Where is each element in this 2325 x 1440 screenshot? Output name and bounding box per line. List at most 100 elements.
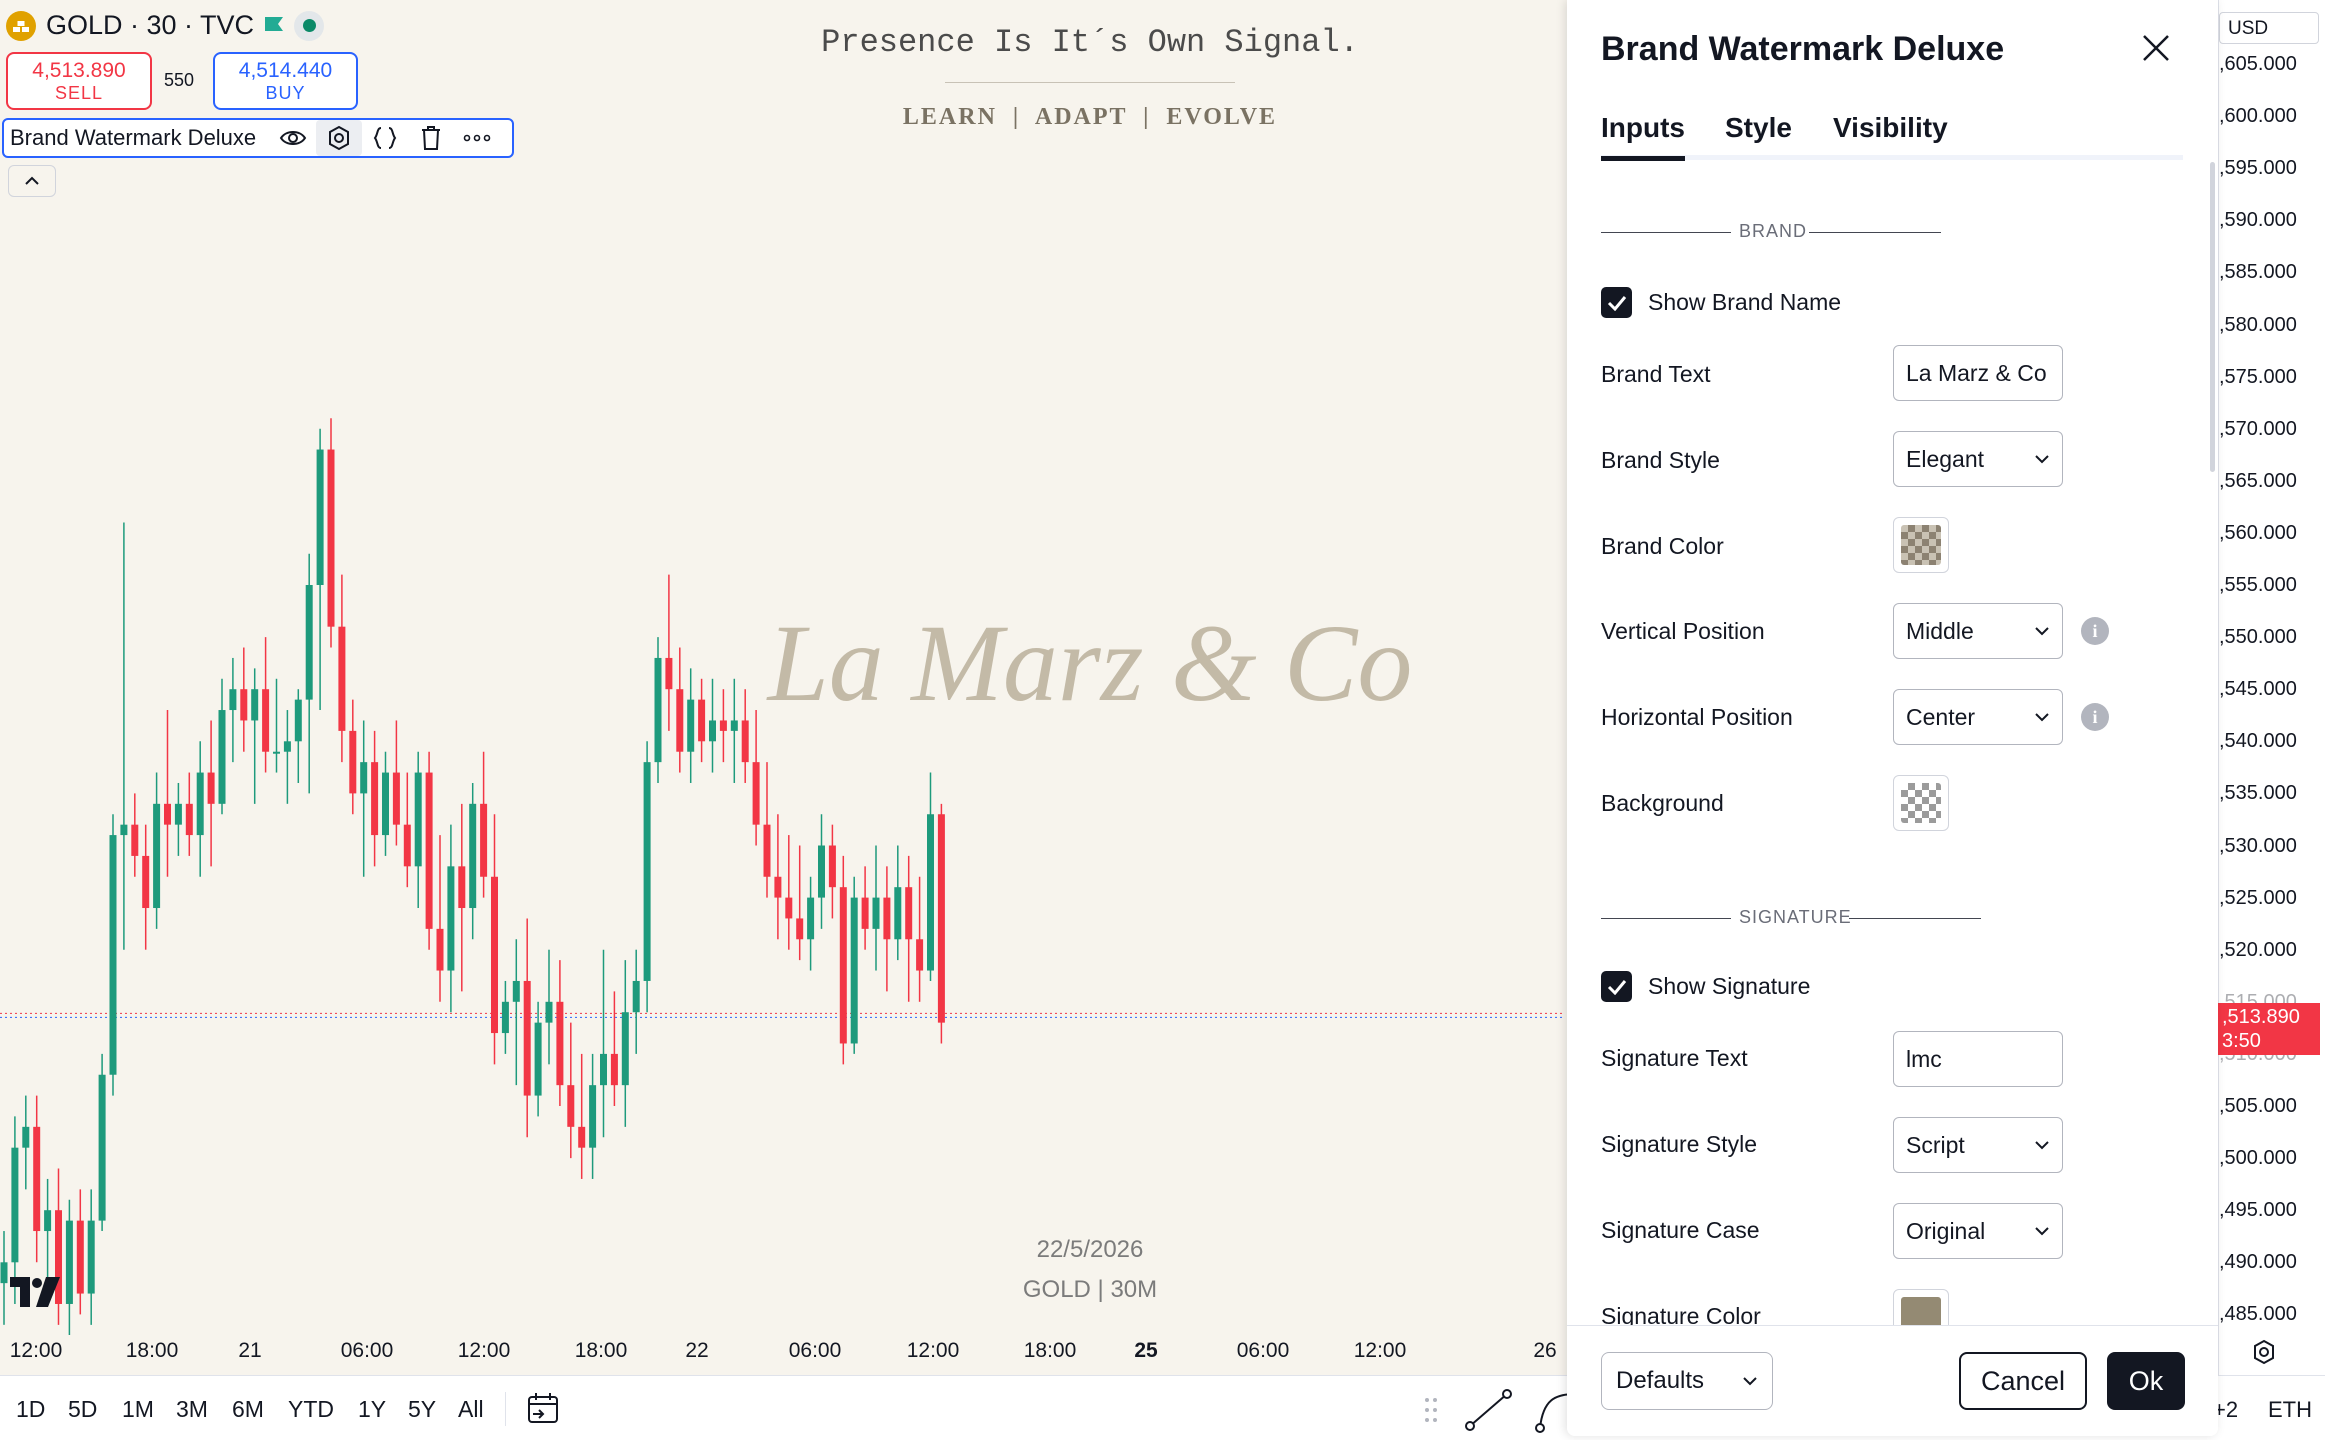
trash-icon[interactable] <box>408 120 454 156</box>
cancel-button[interactable]: Cancel <box>1959 1352 2087 1410</box>
price-tick: ,590.000 <box>2219 209 2297 232</box>
candle <box>523 918 531 1138</box>
price-tick: ,585.000 <box>2219 261 2297 284</box>
vertical-position-select[interactable]: Middle <box>1893 603 2063 659</box>
symbol-header[interactable]: GOLD · 30 · TVC <box>6 10 325 41</box>
price-tick: ,525.000 <box>2219 886 2297 909</box>
timeframe-5d[interactable]: 5D <box>68 1396 98 1422</box>
background-color-preview <box>1901 783 1941 823</box>
price-tick: ,555.000 <box>2219 574 2297 596</box>
candle <box>142 824 150 950</box>
flag-icon[interactable] <box>264 15 284 37</box>
brand-text-label: Brand Text <box>1601 361 1711 387</box>
timeframe-all[interactable]: All <box>458 1396 484 1422</box>
brand-color-swatch[interactable] <box>1893 517 1949 573</box>
candle <box>87 1189 95 1325</box>
timeframe-3m[interactable]: 3M <box>176 1396 208 1422</box>
tradingview-logo-icon[interactable] <box>10 1272 62 1317</box>
date-range-icon[interactable] <box>525 1390 561 1426</box>
show-brand-name-checkbox[interactable] <box>1601 287 1632 318</box>
collapse-legend-button[interactable] <box>8 165 56 197</box>
candle <box>905 855 913 1002</box>
candle <box>774 814 782 940</box>
session-eth[interactable]: ETH <box>2268 1397 2312 1422</box>
price-tick: ,520.000 <box>2219 938 2297 961</box>
candle <box>578 1053 586 1179</box>
candle <box>153 772 161 929</box>
candle <box>196 741 204 877</box>
time-tick: 18:00 <box>1023 1339 1077 1362</box>
signature-style-select[interactable]: Script <box>1893 1117 2063 1173</box>
show-signature-checkbox[interactable] <box>1601 971 1632 1002</box>
sell-button[interactable]: 4,513.890 SELL <box>6 52 152 110</box>
brand-text-input[interactable]: La Marz & Co <box>1893 345 2063 401</box>
brand-style-select[interactable]: Elegant <box>1893 431 2063 487</box>
dialog-scrollbar[interactable] <box>2210 162 2215 472</box>
candle <box>240 647 248 752</box>
close-icon[interactable] <box>2138 30 2174 66</box>
timeframe-ytd[interactable]: YTD <box>288 1396 334 1422</box>
section-brand-title: BRAND <box>1739 221 1808 241</box>
watermark-symbol: GOLD | 30M <box>1022 1276 1158 1303</box>
timeframe-1m[interactable]: 1M <box>122 1396 154 1422</box>
price-tick: ,565.000 <box>2219 469 2297 492</box>
signature-text-label: Signature Text <box>1601 1045 1748 1071</box>
drag-handle-icon[interactable] <box>1425 1398 1437 1422</box>
signature-color-swatch[interactable] <box>1893 1289 1949 1325</box>
more-options-icon[interactable] <box>454 120 500 156</box>
toolbar-divider <box>505 1392 506 1426</box>
buy-button[interactable]: 4,514.440 BUY <box>213 52 358 110</box>
timeframe-6m[interactable]: 6M <box>232 1396 264 1422</box>
candle <box>55 1168 62 1325</box>
watermark-subtitle: LEARN | ADAPT | EVOLVE <box>902 104 1278 130</box>
eye-icon[interactable] <box>270 120 316 156</box>
defaults-dropdown[interactable]: Defaults <box>1601 1352 1773 1410</box>
background-color-swatch[interactable] <box>1893 775 1949 831</box>
defaults-label: Defaults <box>1616 1367 1705 1394</box>
candle <box>796 845 804 961</box>
tab-inputs[interactable]: Inputs <box>1601 112 1685 161</box>
ok-button[interactable]: Ok <box>2107 1352 2185 1410</box>
candle <box>807 876 815 971</box>
timeframe-1d[interactable]: 1D <box>16 1396 46 1422</box>
signature-case-select[interactable]: Original <box>1893 1203 2063 1259</box>
indicator-legend[interactable]: Brand Watermark Deluxe <box>2 118 514 158</box>
brand-style-value: Elegant <box>1906 445 1985 472</box>
currency-selector[interactable]: USD <box>2219 12 2319 44</box>
price-tick: ,560.000 <box>2219 521 2297 544</box>
price-chart[interactable] <box>0 0 1565 1335</box>
candle <box>828 824 836 919</box>
tab-visibility[interactable]: Visibility <box>1833 112 1948 143</box>
timeframe-5y[interactable]: 5Y <box>408 1396 437 1422</box>
indicator-name[interactable]: Brand Watermark Deluxe <box>10 125 257 150</box>
price-axis[interactable]: USD ,605.000 ,600.000 ,595.000 ,590.000 ,585… <box>2218 0 2325 1375</box>
candle <box>480 751 488 898</box>
signature-style-value: Script <box>1906 1131 1965 1158</box>
chevron-up-icon <box>25 176 39 185</box>
time-axis[interactable]: 12:00 18:00 21 06:00 12:00 18:00 22 06:00 12:00 1… <box>0 1335 1565 1371</box>
chevron-down-icon <box>2035 455 2049 464</box>
price-tick: ,570.000 <box>2219 417 2297 440</box>
info-icon[interactable]: i <box>2081 617 2109 645</box>
trend-line-icon[interactable] <box>1465 1389 1512 1431</box>
time-tick: 18:00 <box>125 1339 179 1362</box>
timeframe-1y[interactable]: 1Y <box>358 1396 387 1422</box>
signature-text-input[interactable]: lmc <box>1893 1031 2063 1087</box>
candle <box>382 751 389 856</box>
time-tick: 12:00 <box>906 1339 960 1362</box>
info-icon[interactable]: i <box>2081 703 2109 731</box>
settings-gear-icon[interactable] <box>316 120 363 156</box>
candle <box>850 876 858 1054</box>
candle <box>185 772 193 856</box>
show-brand-name-label[interactable]: Show Brand Name <box>1648 289 1842 315</box>
candle <box>501 980 509 1054</box>
show-signature-label[interactable]: Show Signature <box>1648 973 1811 999</box>
drawing-tools[interactable] <box>1415 1380 1575 1440</box>
tab-style[interactable]: Style <box>1725 112 1792 143</box>
candle <box>839 855 847 1065</box>
section-signature-title: SIGNATURE <box>1739 907 1852 927</box>
horizontal-position-select[interactable]: Center <box>1893 689 2063 745</box>
axis-settings-icon[interactable] <box>2250 1338 2278 1366</box>
source-code-icon[interactable] <box>362 120 408 156</box>
